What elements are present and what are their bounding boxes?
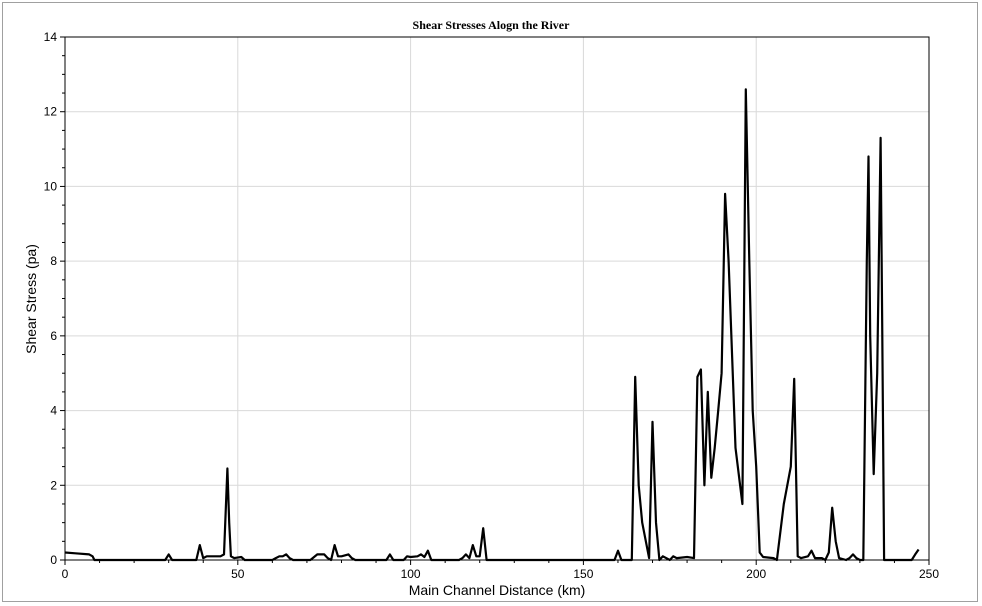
x-tick-label: 100 [401,567,421,581]
x-axis-title: Main Channel Distance (km) [409,582,586,598]
x-tick-label: 250 [919,567,939,581]
y-tick-label: 8 [50,254,57,268]
y-tick-label: 4 [50,404,57,418]
x-tick-label: 150 [573,567,593,581]
axis-ticks: 0 50 100 150 200 250 0 2 4 6 8 10 12 14 [44,30,940,581]
x-tick-label: 50 [231,567,245,581]
plot-area-border [64,36,930,561]
x-tick-label: 200 [746,567,766,581]
chart-svg: Shear Stresses Alogn the River 0 50 100 150… [23,18,940,598]
y-tick-label: 14 [44,30,58,44]
y-tick-label: 12 [44,105,58,119]
y-axis-title: Shear Stress (pa) [23,244,39,354]
x-tick-label: 0 [62,567,69,581]
series-line-shear-stress [64,88,920,562]
y-tick-label: 6 [50,329,57,343]
grid-lines [65,37,929,560]
chart-title: Shear Stresses Alogn the River [413,18,571,32]
y-tick-label: 0 [50,553,57,567]
y-tick-label: 2 [50,478,57,492]
y-tick-label: 10 [44,179,58,193]
